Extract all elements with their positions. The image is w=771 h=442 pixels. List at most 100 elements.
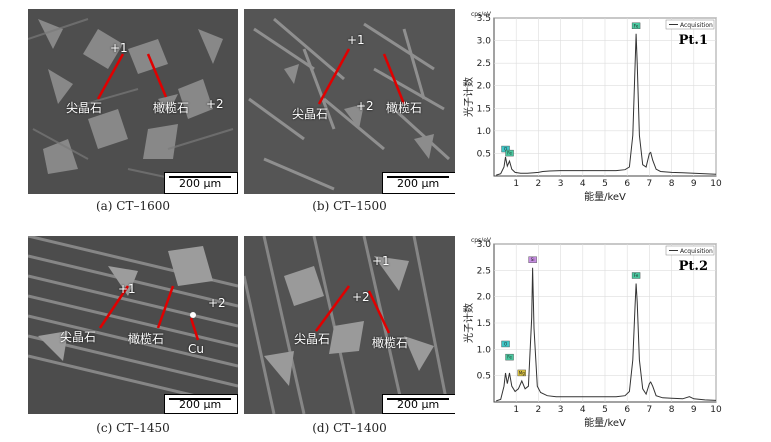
peak-label: O <box>504 147 507 152</box>
point-label-1: +1 <box>118 282 136 296</box>
point-label-2: +2 <box>356 99 374 113</box>
x-tick-label: 9 <box>691 179 697 189</box>
peak-label: Mg <box>519 370 525 375</box>
peak-label: Fe <box>634 23 639 28</box>
peak-marker-si <box>528 256 537 263</box>
y-tick-label: 1.5 <box>477 319 491 329</box>
scale-text-d: 200 μm <box>397 398 440 411</box>
x-tick-label: 2 <box>536 405 542 415</box>
peak-marker-fe <box>505 353 514 361</box>
sem-texture-a <box>28 9 238 194</box>
legend-text: Acquisition <box>680 248 713 255</box>
arrows-a <box>96 53 168 100</box>
x-tick-label: 6 <box>624 405 630 415</box>
y-tick-label: 1.0 <box>477 345 492 355</box>
phase-label-olivine: 橄榄石 <box>372 336 409 350</box>
scale-bar-b <box>387 176 449 178</box>
sem-micrograph-b: +1 尖晶石 +2 橄榄石 200 μm <box>244 9 455 194</box>
x-tick-label: 10 <box>710 179 722 189</box>
phase-label-olivine: 橄榄石 <box>128 332 165 346</box>
x-tick-label: 3 <box>558 179 564 189</box>
phase-label-spinel: 尖晶石 <box>294 332 331 346</box>
sem-micrograph-d: +1 +2 尖晶石 橄榄石 200 μm <box>244 236 455 414</box>
phase-label-spinel: 尖晶石 <box>292 107 329 121</box>
panel-c: +1 +2 尖晶石 橄榄石 Cu 200 μm (c) CT–1450 <box>28 236 238 435</box>
x-tick-label: 3 <box>558 405 564 415</box>
x-tick-label: 10 <box>710 405 722 415</box>
phase-label-spinel: 尖晶石 <box>60 330 97 344</box>
panel-d: +1 +2 尖晶石 橄榄石 200 μm (d) CT–1400 <box>244 236 455 435</box>
y-tick-label: 2.5 <box>477 59 491 69</box>
x-axis-label: 能量/keV <box>584 416 626 429</box>
cu-label: Cu <box>188 342 204 356</box>
x-tick-label: 8 <box>669 405 675 415</box>
peak-label: Fe <box>634 273 639 278</box>
eds-spectrum-pt1: 1 2 3 4 5 6 7 8 9 100.51.01.52.02.53.03.5cps/eVOF… <box>462 11 722 203</box>
x-tick-label: 9 <box>691 405 697 415</box>
sem-micrograph-c: +1 +2 尖晶石 橄榄石 Cu 200 μm <box>28 236 238 414</box>
panel-b: +1 尖晶石 +2 橄榄石 200 μm (b) CT–1500 <box>244 9 455 213</box>
caption-c: (c) CT–1450 <box>96 421 170 435</box>
peak-marker-fe <box>505 149 514 157</box>
y-axis-label: 光子计数 <box>462 77 475 117</box>
phase-label-olivine: 橄榄石 <box>153 101 190 115</box>
x-tick-label: 4 <box>580 405 586 415</box>
peak-marker-mg <box>517 369 526 377</box>
scale-text-b: 200 μm <box>397 177 440 190</box>
legend-box <box>665 19 715 30</box>
caption-b: (b) CT–1500 <box>312 199 387 213</box>
phase-label-olivine: 橄榄石 <box>386 101 423 115</box>
x-tick-label: 6 <box>624 179 630 189</box>
legend-box <box>665 245 715 256</box>
chart-title: Pt.1 <box>679 33 708 48</box>
x-tick-label: 7 <box>647 179 653 189</box>
peak-marker-o <box>501 340 510 348</box>
x-tick-label: 1 <box>513 405 519 415</box>
peak-label: Fe <box>507 355 512 360</box>
point-label-2: +2 <box>352 290 370 304</box>
y-tick-label: 2.5 <box>477 266 491 276</box>
y-tick-label: 3.0 <box>477 37 492 47</box>
phase-label-spinel: 尖晶石 <box>66 101 103 115</box>
sem-texture-c <box>28 236 238 414</box>
y-tick-label: 1.5 <box>477 104 491 114</box>
legend-text: Acquisition <box>680 22 713 29</box>
point-label-2: +2 <box>208 296 226 310</box>
y-unit-label: cps/eV <box>471 11 492 18</box>
x-tick-label: 8 <box>669 179 675 189</box>
arrows-d <box>314 285 391 334</box>
point-label-1: +1 <box>347 33 365 47</box>
point-label-2: +2 <box>206 97 224 111</box>
y-tick-label: 3.0 <box>477 240 492 250</box>
caption-a: (a) CT–1600 <box>95 199 171 213</box>
peak-marker-fe <box>631 272 641 279</box>
arrows-b <box>317 48 406 105</box>
sem-micrograph-a: +1 尖晶石 橄榄石 +2 200 μm <box>28 9 238 194</box>
x-tick-label: 7 <box>647 405 653 415</box>
caption-d: (d) CT–1400 <box>312 421 387 435</box>
peak-label: Si <box>531 257 535 262</box>
scale-box-d: 200 μm <box>382 394 455 414</box>
scale-box-a: 200 μm <box>164 172 238 194</box>
spectrum-line <box>496 33 717 176</box>
y-tick-label: 0.5 <box>477 372 491 382</box>
chart-title: Pt.2 <box>679 259 708 274</box>
x-tick-label: 4 <box>580 179 586 189</box>
scale-bar-d <box>387 398 449 400</box>
scale-box-c: 200 μm <box>164 394 238 414</box>
scale-text-c: 200 μm <box>179 398 222 411</box>
scale-box-b: 200 μm <box>382 172 455 194</box>
spectrum-line <box>496 267 717 402</box>
point-label-1: +1 <box>110 41 128 55</box>
scale-bar-c <box>169 398 231 400</box>
y-tick-label: 3.5 <box>477 14 491 24</box>
panel-a: +1 尖晶石 橄榄石 +2 200 μm (a) CT–1600 <box>28 9 238 213</box>
scale-text-a: 200 μm <box>179 177 222 190</box>
x-tick-label: 2 <box>536 179 542 189</box>
y-tick-label: 1.0 <box>477 127 492 137</box>
arrows-c <box>98 285 200 341</box>
y-axis-label: 光子计数 <box>462 303 475 343</box>
sem-texture-d <box>244 236 455 414</box>
scale-bar-a <box>169 176 231 178</box>
